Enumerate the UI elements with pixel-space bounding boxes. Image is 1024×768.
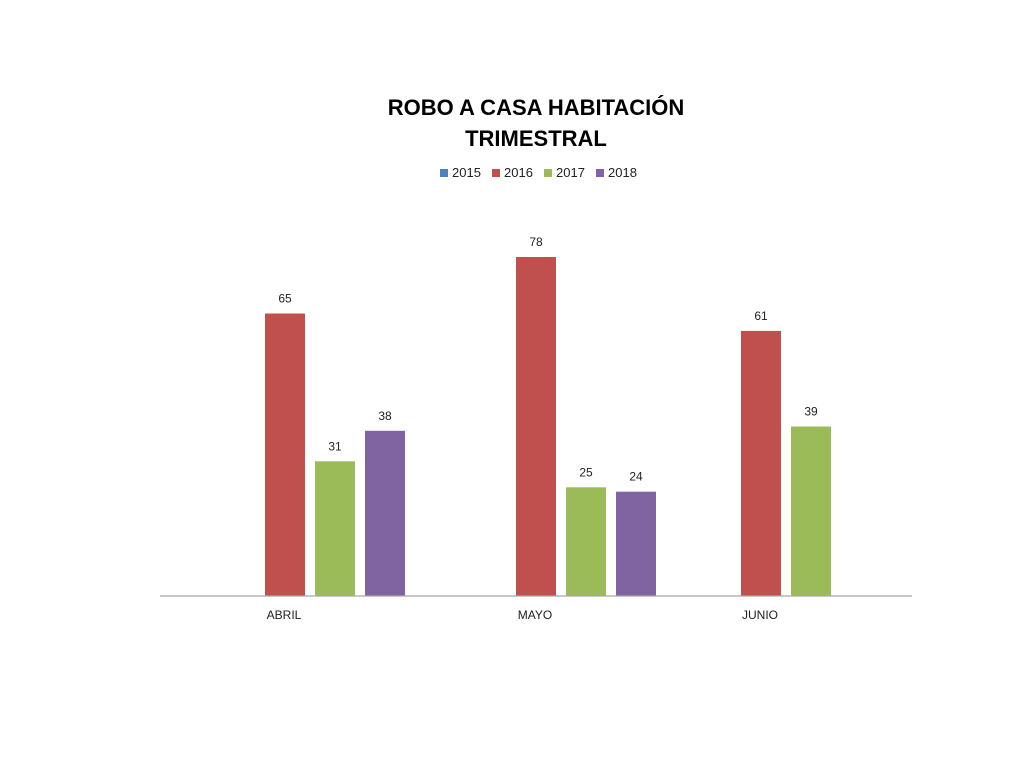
x-tick-labels: ABRIL MAYO JUNIO (267, 608, 778, 622)
bar-abril-2018 (365, 430, 405, 596)
legend-label-2016: 2016 (504, 165, 533, 180)
legend-swatch-2015 (440, 169, 448, 177)
x-tick-label-abril: ABRIL (267, 608, 302, 622)
data-label-mayo-2017: 25 (579, 465, 593, 479)
legend-item-2016: 2016 (492, 165, 533, 180)
legend-swatch-2016 (492, 169, 500, 177)
legend-swatch-2017 (544, 169, 552, 177)
bar-junio-2017 (791, 426, 831, 596)
data-label-abril-2017: 31 (328, 439, 342, 453)
bar-mayo-2016 (516, 257, 556, 596)
data-label-abril-2016: 65 (278, 292, 292, 306)
bar-junio-2016 (741, 330, 781, 596)
data-labels-group: 65 31 38 78 25 24 61 39 (278, 235, 818, 484)
legend: 2015 2016 2017 2018 (440, 165, 637, 180)
legend-item-2015: 2015 (440, 165, 481, 180)
chart-title-line-2: TRIMESTRAL (465, 126, 607, 151)
legend-label-2018: 2018 (608, 165, 637, 180)
x-tick-label-junio: JUNIO (742, 608, 778, 622)
data-label-mayo-2018: 24 (629, 470, 643, 484)
bar-mayo-2017 (566, 487, 606, 596)
legend-item-2017: 2017 (544, 165, 585, 180)
legend-swatch-2018 (596, 169, 604, 177)
x-tick-label-mayo: MAYO (518, 608, 552, 622)
bars-group (265, 257, 831, 596)
legend-label-2015: 2015 (452, 165, 481, 180)
legend-item-2018: 2018 (596, 165, 637, 180)
data-label-mayo-2016: 78 (529, 235, 543, 249)
legend-label-2017: 2017 (556, 165, 585, 180)
data-label-junio-2017: 39 (804, 405, 818, 419)
data-label-abril-2018: 38 (378, 409, 392, 423)
bar-abril-2016 (265, 313, 305, 596)
bar-mayo-2018 (616, 491, 656, 596)
chart-title-line-1: ROBO A CASA HABITACIÓN (388, 95, 685, 120)
bar-abril-2017 (315, 461, 355, 596)
data-label-junio-2016: 61 (754, 309, 768, 323)
